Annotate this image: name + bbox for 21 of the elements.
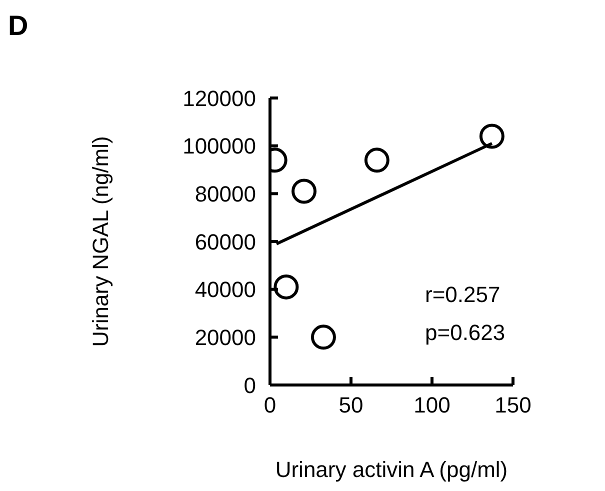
x-axis-title: Urinary activin A (pg/ml) — [275, 457, 508, 482]
y-axis-title: Urinary NGAL (ng/ml) — [88, 136, 113, 347]
y-tick-label: 120000 — [182, 86, 256, 111]
y-tick-label: 0 — [244, 372, 256, 398]
y-tick-label: 20000 — [194, 324, 256, 350]
x-tick-label: 0 — [264, 392, 276, 418]
y-tick-label: 100000 — [182, 134, 256, 159]
annotation: p=0.623 — [425, 320, 506, 346]
x-tick-label: 100 — [414, 392, 450, 418]
y-tick-label: 40000 — [194, 277, 256, 302]
y-tick-label: 80000 — [194, 181, 256, 206]
text: D — [8, 10, 28, 42]
annotation: r=0.257 — [425, 282, 500, 308]
point — [274, 274, 299, 300]
point — [364, 148, 390, 173]
point — [310, 324, 336, 350]
x-tick-label: 150 — [494, 392, 532, 418]
y-tick-label: 60000 — [194, 229, 256, 254]
point — [479, 124, 504, 149]
point — [292, 178, 317, 204]
x-tick-label: 50 — [338, 392, 364, 418]
